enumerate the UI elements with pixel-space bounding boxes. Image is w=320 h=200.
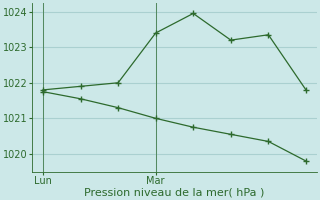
X-axis label: Pression niveau de la mer( hPa ): Pression niveau de la mer( hPa ) [84, 187, 265, 197]
